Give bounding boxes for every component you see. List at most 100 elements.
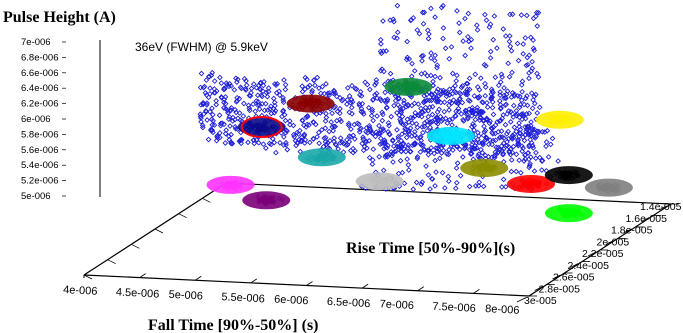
background-point xyxy=(446,98,453,105)
background-point xyxy=(229,118,236,124)
background-point xyxy=(369,108,375,115)
background-point xyxy=(539,158,545,164)
background-point xyxy=(439,89,446,96)
background-point xyxy=(513,151,520,158)
background-point xyxy=(409,60,415,67)
z-tick-label: 6e-006 xyxy=(21,114,51,125)
cluster-point xyxy=(479,162,486,169)
background-point xyxy=(255,139,262,146)
background-point xyxy=(502,33,509,39)
background-point xyxy=(240,113,247,119)
background-point xyxy=(311,77,317,83)
background-point xyxy=(454,7,460,14)
background-point xyxy=(479,99,485,105)
background-point xyxy=(352,85,359,92)
cluster-point xyxy=(260,197,266,204)
background-point xyxy=(444,151,450,157)
background-point xyxy=(345,120,352,127)
background-point xyxy=(468,107,475,114)
cluster-point xyxy=(312,97,318,103)
cluster-point xyxy=(557,119,563,125)
z-tick-label: 5e-006 xyxy=(21,191,51,202)
background-point xyxy=(344,97,351,103)
background-point xyxy=(426,31,432,37)
background-point xyxy=(513,107,520,114)
background-point xyxy=(372,133,379,140)
background-point xyxy=(534,23,541,29)
background-point xyxy=(280,134,287,140)
cluster-point xyxy=(238,184,244,191)
background-point xyxy=(463,91,469,98)
background-point xyxy=(241,76,248,82)
background-point xyxy=(384,104,390,111)
background-point xyxy=(492,130,499,137)
x-tick-mark xyxy=(83,270,91,276)
y-tick-label: 2e-005 xyxy=(597,236,630,248)
background-point xyxy=(516,114,523,121)
background-point xyxy=(317,110,324,116)
background-point xyxy=(516,130,523,136)
cluster-point xyxy=(527,184,533,190)
background-point xyxy=(411,68,418,74)
cluster-7 xyxy=(355,172,404,191)
background-point xyxy=(509,90,516,96)
background-point xyxy=(397,157,404,164)
background-point xyxy=(417,149,424,155)
background-point xyxy=(524,150,531,156)
background-point xyxy=(337,139,344,146)
cluster-point xyxy=(226,183,232,189)
background-point xyxy=(259,93,265,100)
cluster-point xyxy=(596,186,603,192)
background-point xyxy=(421,123,428,130)
cluster-point xyxy=(548,114,554,120)
background-point xyxy=(432,183,438,189)
background-point xyxy=(516,120,522,126)
background-point xyxy=(522,132,529,138)
cluster-11 xyxy=(544,166,593,185)
background-point xyxy=(462,110,469,116)
background-point xyxy=(344,141,351,148)
background-point xyxy=(468,45,474,52)
background-point xyxy=(528,140,535,146)
background-point xyxy=(228,131,234,138)
cluster-12 xyxy=(544,204,593,223)
background-point xyxy=(440,25,447,31)
background-point xyxy=(465,97,472,103)
background-point xyxy=(482,152,489,159)
background-point xyxy=(410,15,417,21)
background-point xyxy=(424,27,431,34)
background-point xyxy=(487,55,494,61)
cluster-point xyxy=(369,175,375,182)
background-point xyxy=(369,161,376,167)
background-point xyxy=(390,143,397,149)
background-point xyxy=(322,118,329,124)
background-point xyxy=(446,86,453,93)
background-point xyxy=(522,156,529,162)
background-point xyxy=(395,102,401,108)
background-point xyxy=(464,111,470,118)
background-point xyxy=(202,90,209,96)
cluster-3 xyxy=(206,175,255,194)
background-point xyxy=(454,72,460,79)
cluster-point xyxy=(524,179,530,185)
cluster-point xyxy=(385,174,392,180)
cluster-point xyxy=(491,164,497,170)
background-point xyxy=(253,98,260,104)
background-point xyxy=(534,70,540,77)
background-point xyxy=(369,157,376,163)
background-point xyxy=(366,154,373,161)
background-point xyxy=(483,134,490,141)
background-point xyxy=(262,100,269,107)
background-point xyxy=(222,94,229,100)
background-point xyxy=(501,140,507,146)
cluster-point xyxy=(558,171,565,177)
background-point xyxy=(323,141,330,148)
background-point xyxy=(349,110,355,117)
y-tick-hatch xyxy=(587,251,597,257)
cluster-point xyxy=(489,167,496,174)
y-tick-label: 1.6e-005 xyxy=(626,213,668,225)
background-point xyxy=(255,102,261,109)
background-point xyxy=(414,154,421,160)
background-point xyxy=(389,152,395,159)
background-point xyxy=(505,108,512,114)
